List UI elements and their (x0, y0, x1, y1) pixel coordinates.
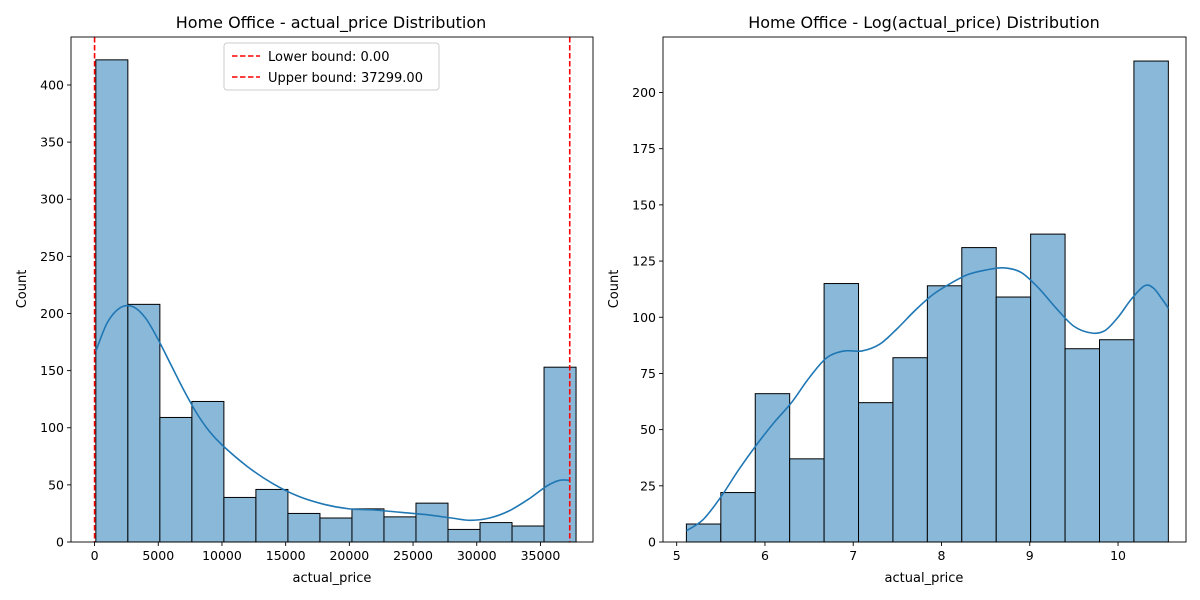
right-x-axis-label: actual_price (885, 571, 964, 586)
x-tick-label: 5 (673, 548, 681, 563)
histogram-bar (1099, 339, 1135, 543)
x-tick-label: 30000 (457, 548, 497, 563)
left-plot-area (93, 37, 577, 543)
histogram-bar (479, 522, 513, 543)
left-x-ticks: 0 5000 10000 15000 20000 25000 30000 35000 (91, 542, 561, 563)
histogram-bar (319, 517, 353, 543)
left-chart: Home Office - actual_price Distribution … (15, 13, 594, 586)
histogram-bar (287, 512, 321, 543)
histogram-bar (823, 283, 860, 543)
right-y-ticks: 0 25 50 75 100 125 150 175 200 (632, 85, 663, 550)
y-tick-label: 50 (48, 477, 64, 492)
histogram-bar (415, 502, 449, 543)
histogram-bar (858, 402, 894, 543)
legend-lower-label: Lower bound: 0.00 (268, 50, 389, 65)
histogram-bar (754, 393, 791, 543)
right-axes-frame (662, 36, 1187, 543)
y-tick-label: 0 (648, 535, 656, 550)
histogram-bar (223, 496, 257, 543)
left-y-axis-label: Count (15, 270, 30, 309)
histogram-bar (447, 528, 481, 543)
left-chart-title: Home Office - actual_price Distribution (176, 13, 487, 33)
histogram-bar (543, 366, 577, 543)
histogram-bar (511, 525, 545, 543)
histogram-bar (191, 400, 225, 543)
x-tick-label: 15000 (266, 548, 306, 563)
histogram-bar (127, 303, 161, 543)
right-x-ticks: 5 6 7 8 9 10 (673, 542, 1126, 563)
x-tick-label: 35000 (521, 548, 561, 563)
x-tick-label: 6 (761, 548, 769, 563)
y-tick-label: 150 (40, 363, 64, 378)
x-tick-label: 20000 (329, 548, 369, 563)
y-tick-label: 25 (640, 478, 656, 493)
y-tick-label: 150 (632, 197, 656, 212)
x-tick-label: 5000 (142, 548, 174, 563)
x-tick-label: 25000 (393, 548, 433, 563)
histogram-bar (961, 247, 997, 543)
histogram-bar (685, 523, 722, 543)
y-tick-label: 75 (640, 366, 656, 381)
right-chart-title: Home Office - Log(actual_price) Distribu… (748, 13, 1100, 33)
left-legend: Lower bound: 0.00 Upper bound: 37299.00 (223, 42, 440, 91)
y-tick-label: 300 (40, 192, 64, 207)
histogram-bar (926, 285, 963, 543)
legend-upper-label: Upper bound: 37299.00 (268, 71, 423, 86)
y-tick-label: 350 (40, 135, 64, 150)
histogram-bar (892, 357, 928, 543)
right-y-axis-label: Count (607, 270, 622, 309)
kde-line (685, 266, 1170, 532)
y-tick-label: 50 (640, 422, 656, 437)
y-tick-label: 400 (40, 77, 64, 92)
y-tick-label: 0 (56, 535, 64, 550)
x-tick-label: 10000 (202, 548, 242, 563)
right-plot-area (685, 60, 1170, 543)
histogram-bar (995, 296, 1032, 543)
x-tick-label: 7 (849, 548, 857, 563)
x-tick-label: 9 (1026, 548, 1034, 563)
histogram-bar (383, 516, 417, 543)
left-y-ticks: 0 50 100 150 200 250 300 350 400 (40, 77, 71, 550)
x-tick-label: 10 (1110, 548, 1126, 563)
y-tick-label: 125 (632, 254, 656, 269)
y-tick-label: 100 (40, 420, 64, 435)
kde-line (95, 304, 570, 522)
right-chart: Home Office - Log(actual_price) Distribu… (607, 13, 1187, 586)
histogram-bar (255, 488, 289, 543)
x-tick-label: 8 (938, 548, 946, 563)
left-x-axis-label: actual_price (293, 571, 372, 586)
y-tick-label: 175 (632, 141, 656, 156)
left-axes-frame (70, 36, 594, 543)
y-tick-label: 200 (40, 306, 64, 321)
histogram-bar (1064, 348, 1100, 543)
histogram-bar (351, 508, 385, 543)
histogram-bar (1133, 60, 1169, 543)
histogram-bar (159, 416, 193, 543)
y-tick-label: 200 (632, 85, 656, 100)
histogram-bar (95, 59, 129, 543)
histogram-bar (789, 458, 825, 543)
histogram-bar (720, 492, 756, 543)
y-tick-label: 250 (40, 249, 64, 264)
x-tick-label: 0 (91, 548, 99, 563)
y-tick-label: 100 (632, 310, 656, 325)
histogram-bar (1030, 233, 1066, 543)
legend-frame (223, 42, 440, 91)
